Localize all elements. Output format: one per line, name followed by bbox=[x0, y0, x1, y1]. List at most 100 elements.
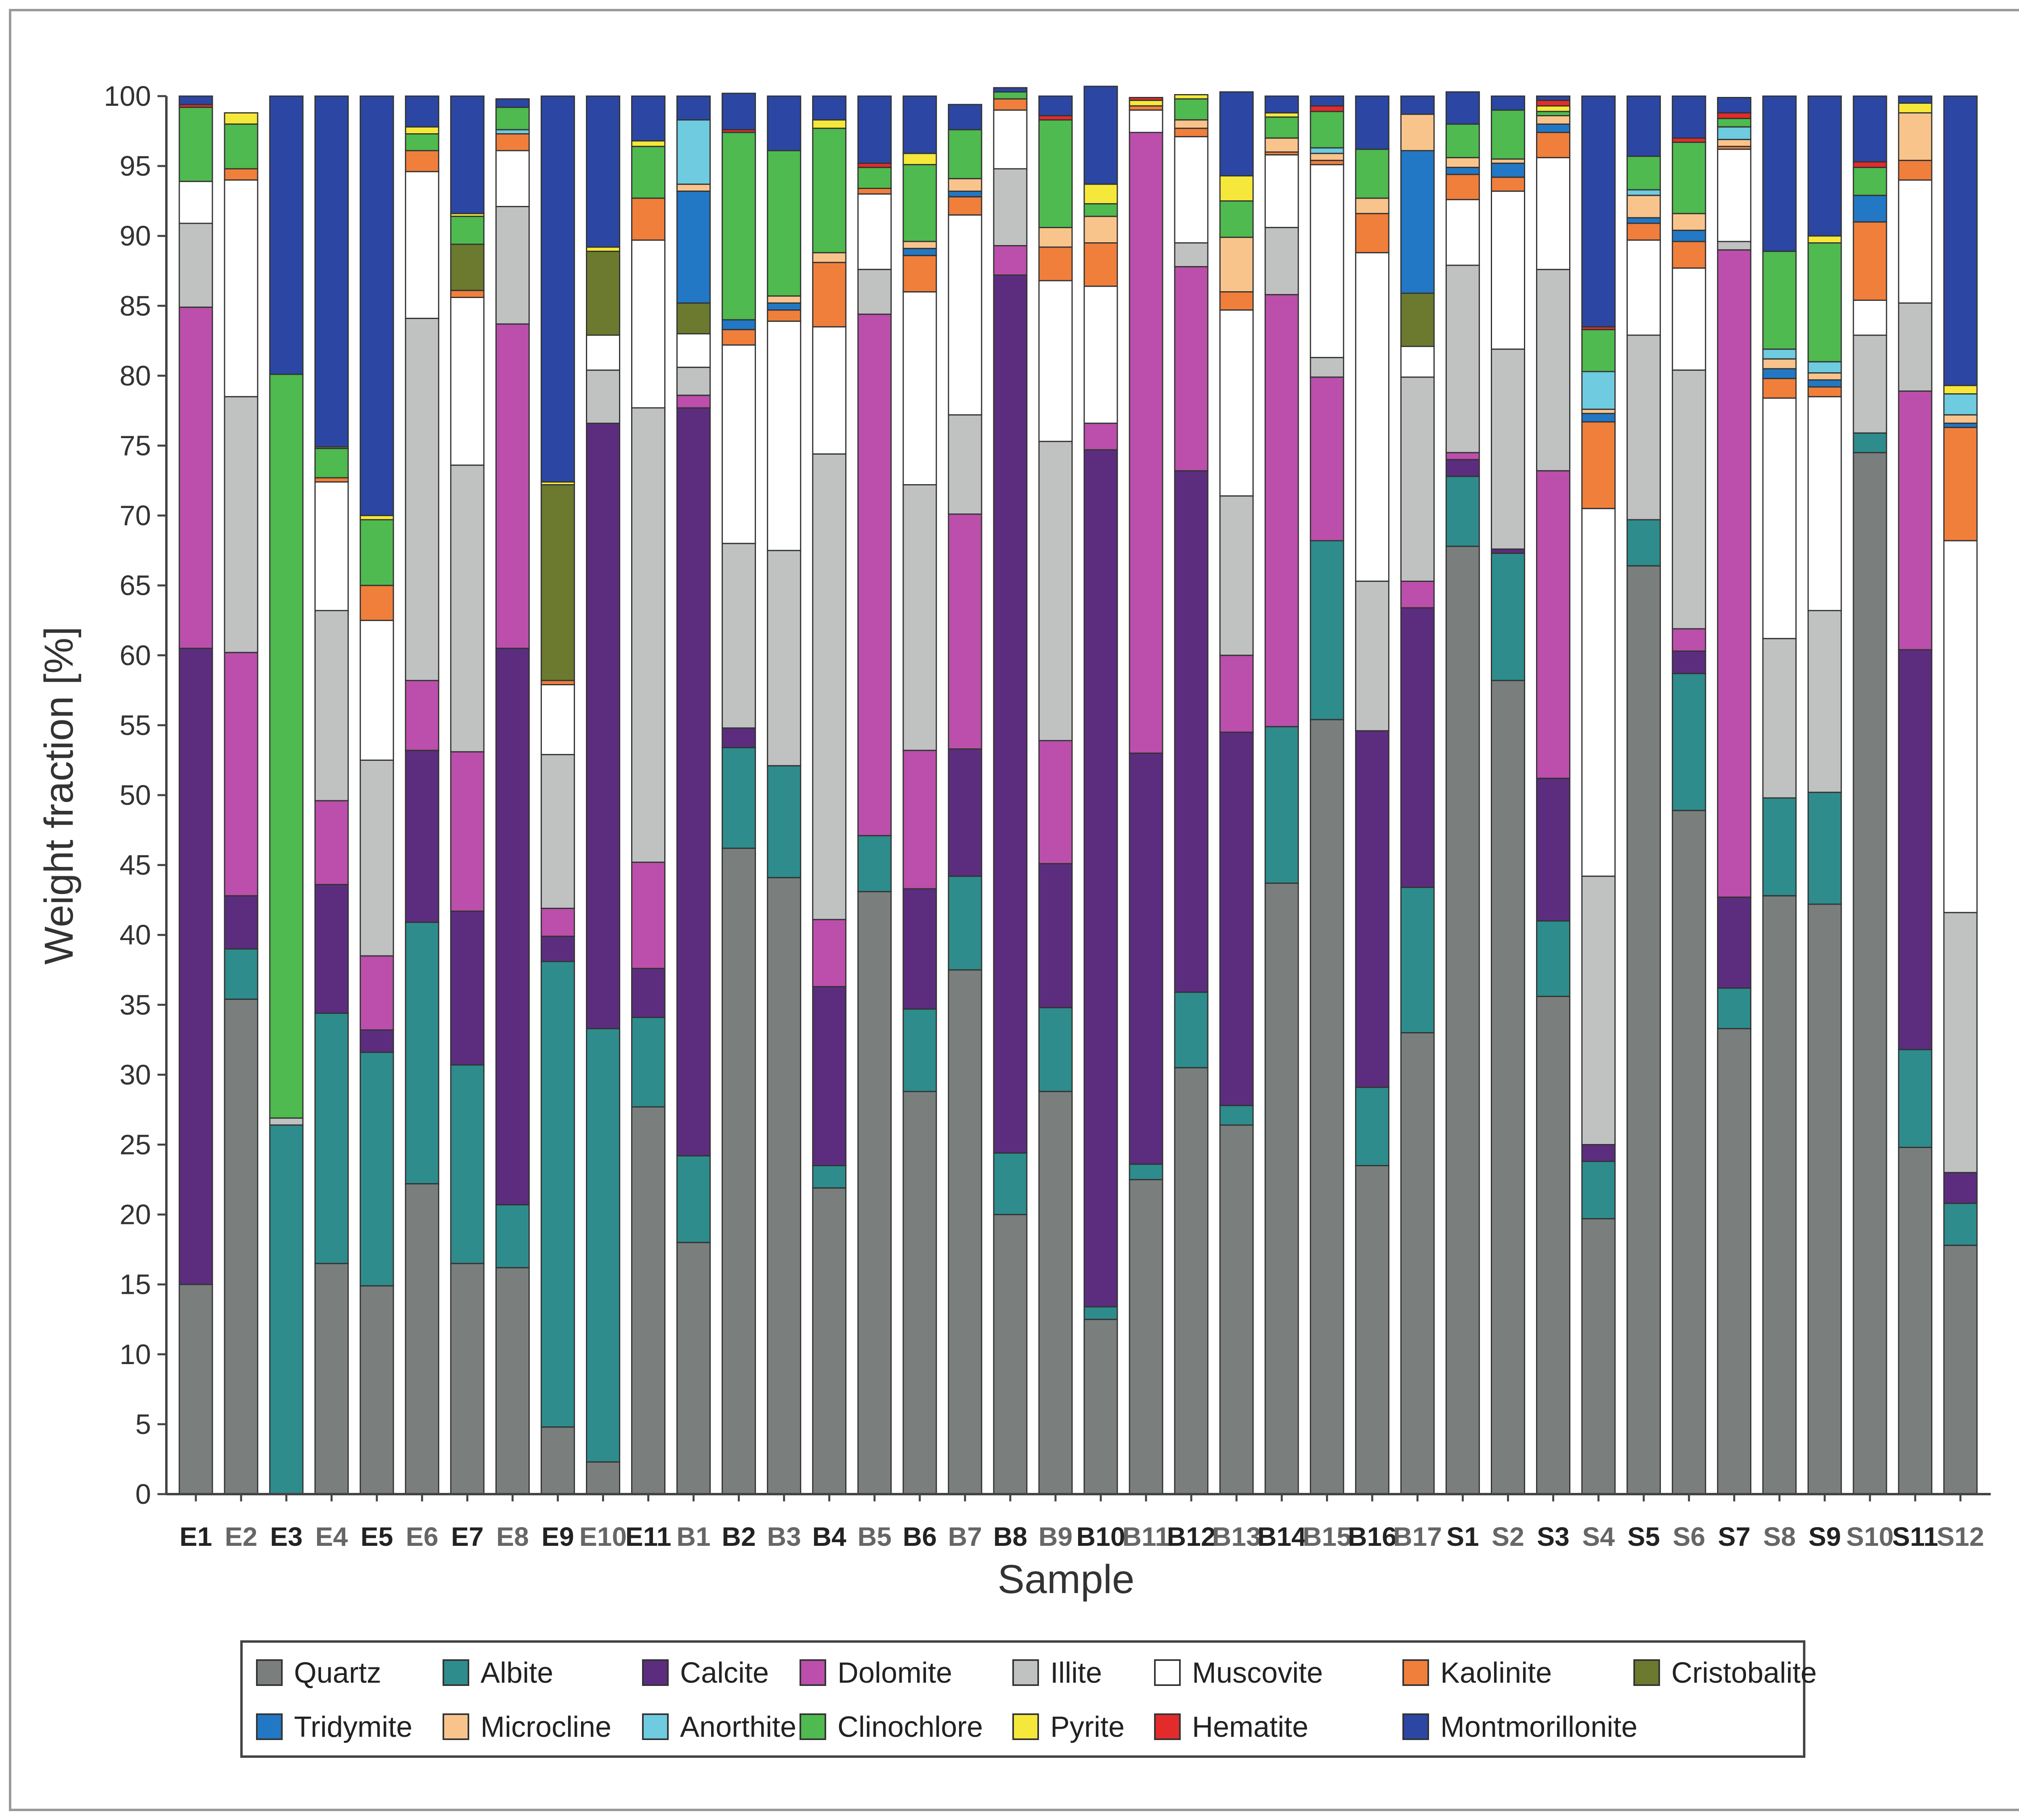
bar-segment-B6-clinochlore bbox=[902, 164, 937, 242]
bar-segment-S8-illite bbox=[1762, 638, 1797, 799]
bar-segment-S6-dolomite bbox=[1672, 628, 1706, 652]
y-tick-label: 70 bbox=[120, 500, 151, 531]
x-tick-label: E11 bbox=[625, 1522, 672, 1551]
bar-segment-B9-microcline bbox=[1038, 227, 1073, 248]
bar-stack-S2 bbox=[1491, 95, 1525, 1495]
bar-stack-B6 bbox=[902, 95, 937, 1495]
bar-stack-S4 bbox=[1581, 95, 1616, 1495]
bar-segment-S7-anorthite bbox=[1717, 126, 1752, 140]
bar-segment-E7-clinochlore bbox=[450, 216, 485, 245]
bar-segment-E6-albite bbox=[405, 922, 439, 1184]
bar-segment-E9-albite bbox=[540, 961, 575, 1428]
x-tick-label: E5 bbox=[361, 1522, 393, 1551]
bar-segment-B8-clinochlore bbox=[993, 91, 1028, 100]
bar-segment-B13-clinochlore bbox=[1219, 200, 1254, 238]
bar-segment-B1-quartz bbox=[676, 1242, 711, 1495]
bar-stack-S6 bbox=[1672, 95, 1706, 1495]
legend: Quartz Albite Calcite Dolomite Illite Muscovi… bbox=[256, 1657, 1817, 1743]
legend-item-kaolinite: Kaolinite bbox=[1402, 1657, 1552, 1689]
legend-item-pyrite: Pyrite bbox=[1012, 1711, 1125, 1743]
bar-segment-B14-albite bbox=[1264, 726, 1299, 884]
bar-segment-E9-dolomite bbox=[540, 907, 575, 937]
bar-segment-E6-calcite bbox=[405, 749, 439, 923]
x-tick-label: S6 bbox=[1673, 1522, 1705, 1551]
bar-segment-B7-dolomite bbox=[948, 513, 982, 750]
legend-item-anorthite: Anorthite bbox=[642, 1711, 796, 1743]
x-tick-label: B14 bbox=[1257, 1522, 1306, 1551]
x-tick-label: B9 bbox=[1039, 1522, 1072, 1551]
bar-segment-B15-quartz bbox=[1310, 719, 1344, 1495]
bar-segment-B17-montmorillonite bbox=[1400, 95, 1435, 115]
bar-segment-S9-kaolinite bbox=[1807, 386, 1842, 397]
bar-segment-S10-illite bbox=[1853, 334, 1887, 434]
x-tick-label: B12 bbox=[1167, 1522, 1216, 1551]
bar-segment-S5-quartz bbox=[1627, 565, 1661, 1495]
bar-segment-S6-quartz bbox=[1672, 810, 1706, 1495]
bar-stack-S3 bbox=[1536, 95, 1570, 1495]
bar-segment-B16-montmorillonite bbox=[1355, 95, 1389, 150]
bar-segment-B16-clinochlore bbox=[1355, 149, 1389, 199]
legend-swatch bbox=[1012, 1713, 1039, 1740]
y-tick-label: 35 bbox=[120, 989, 151, 1020]
x-tick-label: B3 bbox=[767, 1522, 801, 1551]
bar-segment-B1-illite bbox=[676, 367, 711, 396]
bar-segment-E5-clinochlore bbox=[359, 519, 394, 586]
bar-stack-B16 bbox=[1355, 95, 1389, 1495]
bar-segment-S2-microcline bbox=[1491, 158, 1525, 164]
x-tick-label: E8 bbox=[496, 1522, 529, 1551]
bar-segment-E4-clinochlore bbox=[314, 447, 349, 479]
bar-segment-S4-illite bbox=[1581, 875, 1616, 1146]
bar-segment-B3-clinochlore bbox=[767, 150, 802, 297]
bar-segment-B7-tridymite bbox=[948, 190, 982, 197]
y-tick-label: 50 bbox=[120, 779, 151, 811]
bar-segment-B5-illite bbox=[857, 269, 892, 315]
y-tick-label: 20 bbox=[120, 1199, 151, 1230]
bar-segment-E4-muscovite bbox=[314, 481, 349, 611]
bar-segment-B13-dolomite bbox=[1219, 655, 1254, 733]
bar-segment-B13-pyrite bbox=[1219, 175, 1254, 202]
bar-segment-S11-calcite bbox=[1898, 649, 1933, 1050]
bar-segment-S9-quartz bbox=[1807, 903, 1842, 1495]
bar-segment-S8-microcline bbox=[1762, 358, 1797, 369]
bar-segment-B6-tridymite bbox=[902, 248, 937, 256]
bar-segment-S10-hematite bbox=[1853, 161, 1887, 168]
bar-segment-S3-hematite bbox=[1536, 99, 1570, 107]
bar-segment-E4-calcite bbox=[314, 884, 349, 1014]
bar-segment-B8-dolomite bbox=[993, 245, 1028, 276]
bar-segment-B6-dolomite bbox=[902, 749, 937, 890]
legend-item-hematite: Hematite bbox=[1154, 1711, 1308, 1743]
bar-segment-B3-tridymite bbox=[767, 302, 802, 311]
y-tick-label: 25 bbox=[120, 1129, 151, 1161]
bar-segment-B7-microcline bbox=[948, 178, 982, 192]
bar-segment-S4-montmorillonite bbox=[1581, 95, 1616, 327]
bar-segment-S2-muscovite bbox=[1491, 190, 1525, 350]
bar-segment-B11-pyrite bbox=[1129, 99, 1163, 107]
bar-segment-E10-cristobalite bbox=[586, 250, 620, 336]
legend-swatch bbox=[642, 1713, 669, 1740]
bar-segment-E10-quartz bbox=[586, 1461, 620, 1495]
bar-stack-E8 bbox=[495, 98, 530, 1495]
bar-segment-B3-kaolinite bbox=[767, 309, 802, 322]
bar-segment-E7-albite bbox=[450, 1064, 485, 1264]
bar-segment-B15-anorthite bbox=[1310, 147, 1344, 154]
bar-segment-B10-calcite bbox=[1083, 449, 1118, 1308]
bar-segment-S12-albite bbox=[1943, 1203, 1978, 1246]
bar-segment-S1-quartz bbox=[1445, 546, 1480, 1495]
bar-segment-B10-quartz bbox=[1083, 1318, 1118, 1495]
bar-segment-S12-anorthite bbox=[1943, 393, 1978, 416]
bar-segment-B7-muscovite bbox=[948, 214, 982, 416]
bar-segment-B2-muscovite bbox=[722, 344, 756, 544]
bar-segment-E4-albite bbox=[314, 1012, 349, 1264]
bar-segment-B13-muscovite bbox=[1219, 309, 1254, 497]
bar-segment-B12-microcline bbox=[1174, 119, 1209, 129]
bar-segment-E9-illite bbox=[540, 754, 575, 909]
bar-segment-E7-dolomite bbox=[450, 751, 485, 912]
bar-segment-E8-illite bbox=[495, 206, 530, 325]
bar-segment-E10-muscovite bbox=[586, 334, 620, 371]
bar-segment-E7-illite bbox=[450, 464, 485, 753]
bar-stack-B9 bbox=[1038, 95, 1073, 1495]
bar-segment-S2-clinochlore bbox=[1491, 109, 1525, 160]
legend-swatch bbox=[1154, 1713, 1181, 1740]
bar-segment-E11-clinochlore bbox=[631, 146, 665, 199]
